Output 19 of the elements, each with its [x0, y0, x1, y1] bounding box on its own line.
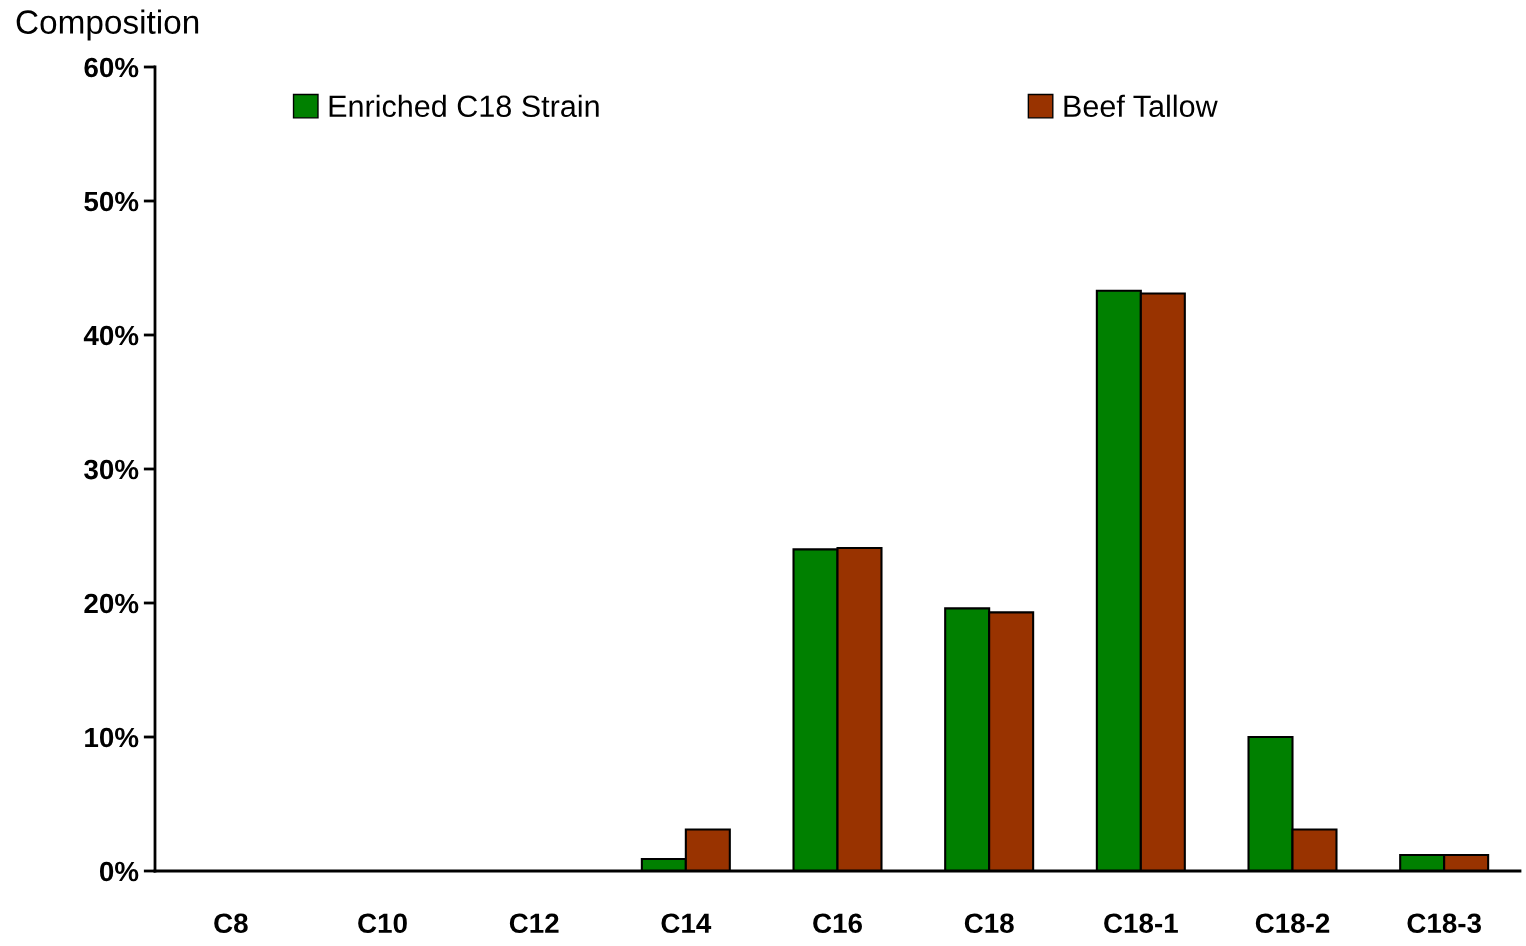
legend-label: Enriched C18 Strain: [329, 94, 599, 118]
x-tick-label: C18-3: [1407, 913, 1481, 934]
x-tick-label: C8: [214, 913, 248, 934]
y-tick-label: 0%: [99, 861, 139, 882]
x-tick-label: C18-1: [1104, 913, 1178, 934]
y-tick-label: 10%: [85, 727, 139, 748]
x-tick-label: C14: [661, 913, 712, 934]
y-tick-label: 40%: [83, 325, 139, 346]
x-tick-label: C16: [813, 913, 862, 934]
y-tick-label: 20%: [84, 593, 139, 614]
x-tick-label: C18-2: [1255, 913, 1330, 934]
x-tick-label: C18: [964, 913, 1014, 934]
y-axis-title: Composition: [16, 9, 199, 41]
x-tick-label: C12: [509, 913, 559, 934]
legend-label: Beef Tallow: [1064, 94, 1218, 118]
y-tick-label: 60%: [84, 57, 139, 78]
x-tick-label: C10: [358, 913, 407, 934]
y-tick-label: 30%: [84, 459, 139, 480]
y-tick-label: 50%: [84, 191, 139, 212]
